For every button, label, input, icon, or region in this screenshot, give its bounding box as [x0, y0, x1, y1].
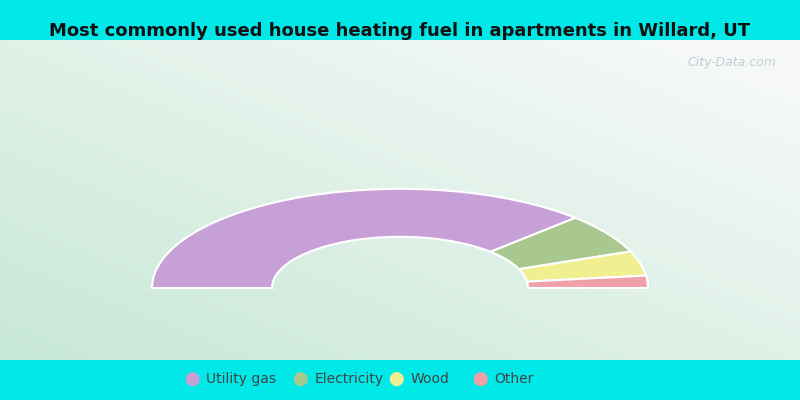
Wedge shape	[527, 276, 648, 288]
Text: City-Data.com: City-Data.com	[687, 56, 776, 69]
Text: Electricity: Electricity	[314, 372, 383, 386]
Wedge shape	[490, 218, 630, 269]
Text: Most commonly used house heating fuel in apartments in Willard, UT: Most commonly used house heating fuel in…	[50, 22, 750, 40]
Text: ⬤: ⬤	[388, 372, 404, 386]
Text: Other: Other	[494, 372, 534, 386]
Text: Wood: Wood	[410, 372, 450, 386]
Text: ⬤: ⬤	[184, 372, 200, 386]
Text: Utility gas: Utility gas	[206, 372, 277, 386]
Wedge shape	[519, 252, 646, 282]
Text: ⬤: ⬤	[472, 372, 488, 386]
Text: ⬤: ⬤	[292, 372, 308, 386]
Wedge shape	[152, 189, 575, 288]
